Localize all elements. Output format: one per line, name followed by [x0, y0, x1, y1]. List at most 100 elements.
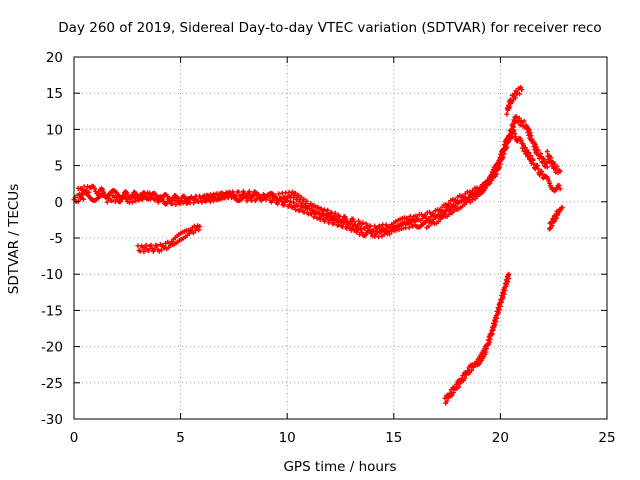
data-point	[512, 95, 518, 101]
data-point	[133, 191, 139, 197]
y-tick-label: 5	[54, 159, 63, 175]
axis-ticks: 0 5 10 15 20 25 -30 -25 -20 -15 -10 -5 0 5 10 15 20	[41, 50, 616, 446]
data-point	[502, 287, 508, 293]
data-point	[403, 221, 409, 227]
y-tick-label: -25	[41, 376, 63, 392]
data-point	[515, 119, 521, 125]
data-point	[406, 225, 412, 231]
data-point	[253, 196, 259, 202]
data-point	[169, 197, 175, 203]
data-point	[146, 247, 152, 253]
x-tick-label: 20	[492, 430, 509, 446]
data-point	[297, 207, 303, 213]
data-point	[552, 218, 558, 224]
data-point	[450, 201, 456, 207]
data-point	[269, 198, 275, 204]
data-point	[101, 189, 107, 195]
data-point	[489, 331, 495, 337]
data-point	[477, 184, 483, 190]
data-point	[301, 196, 307, 202]
data-point	[469, 197, 475, 203]
data-point	[173, 202, 179, 208]
data-point	[462, 375, 468, 381]
data-points	[71, 84, 565, 406]
y-tick-label: 10	[46, 122, 63, 138]
data-point	[213, 192, 219, 198]
data-point	[335, 222, 341, 228]
grid-lines	[74, 57, 607, 419]
data-point	[489, 177, 495, 183]
data-point	[334, 217, 340, 223]
data-point	[548, 155, 554, 161]
x-tick-label: 0	[70, 430, 79, 446]
data-point	[492, 322, 498, 328]
data-point	[505, 279, 511, 285]
y-tick-label: -5	[50, 231, 63, 247]
data-point	[350, 216, 356, 222]
data-point	[79, 187, 85, 193]
data-point	[336, 214, 342, 220]
data-point	[446, 211, 452, 217]
data-point	[367, 223, 373, 229]
data-point	[524, 147, 530, 153]
data-point	[535, 147, 541, 153]
data-point	[554, 164, 560, 170]
data-point	[426, 223, 432, 229]
data-point	[343, 216, 349, 222]
data-point	[506, 271, 512, 277]
data-point	[344, 226, 350, 232]
data-point	[376, 223, 382, 229]
data-point	[530, 157, 536, 163]
data-point	[559, 205, 565, 211]
data-point	[482, 185, 488, 191]
y-tick-label: -30	[41, 412, 63, 428]
data-point	[506, 276, 512, 282]
data-point	[518, 138, 524, 144]
data-point	[531, 161, 537, 167]
data-point	[539, 168, 545, 174]
data-point	[480, 188, 486, 194]
data-point	[453, 381, 459, 387]
data-point	[76, 191, 82, 197]
data-point	[141, 249, 147, 255]
data-point	[535, 166, 541, 172]
data-point	[319, 211, 325, 217]
data-point	[521, 118, 527, 124]
y-tick-label: -20	[41, 340, 63, 356]
data-point	[207, 199, 213, 205]
series-upper-arc	[75, 114, 550, 235]
data-point	[186, 199, 192, 205]
data-point	[133, 198, 139, 204]
data-point	[541, 157, 547, 163]
data-point	[281, 202, 287, 208]
data-point	[327, 214, 333, 220]
data-point	[487, 336, 493, 342]
data-point	[528, 153, 534, 159]
data-point	[474, 194, 480, 200]
data-point	[332, 210, 338, 216]
data-point	[190, 230, 196, 236]
data-point	[504, 111, 510, 117]
x-axis-label: GPS time / hours	[283, 459, 396, 475]
data-point	[75, 198, 81, 204]
data-point	[497, 161, 503, 167]
y-tick-label: 20	[46, 50, 63, 66]
data-point	[238, 195, 244, 201]
data-point	[325, 207, 331, 213]
data-point	[130, 199, 136, 205]
data-point	[196, 227, 202, 233]
data-point	[557, 168, 563, 174]
data-point	[351, 219, 357, 225]
data-point	[412, 219, 418, 225]
data-point	[178, 198, 184, 204]
data-point	[556, 182, 562, 188]
data-point	[304, 198, 310, 204]
data-point	[446, 201, 452, 207]
data-point	[387, 231, 393, 237]
data-point	[405, 216, 411, 222]
series-spike-top	[504, 84, 525, 117]
series-late-upper	[544, 148, 563, 176]
data-point	[250, 193, 256, 199]
series-late-lower	[546, 205, 565, 232]
data-point	[298, 194, 304, 200]
